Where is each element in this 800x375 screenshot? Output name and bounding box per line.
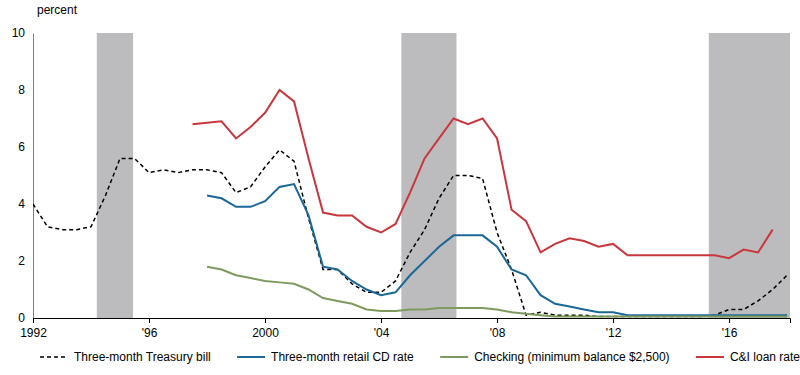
x-tick-label: '12 bbox=[606, 326, 622, 340]
y-tick-label: 2 bbox=[18, 254, 25, 268]
x-tick-mark bbox=[497, 318, 498, 323]
x-tick-mark bbox=[149, 318, 150, 323]
x-axis: 1992 '96 2000 '04 '08 '12 '16 bbox=[20, 318, 790, 340]
x-tick: '12 bbox=[606, 318, 622, 340]
chart: 0 2 4 6 8 10 1992 '96 2000 '04 '08 '12 '16 percent Thr… bbox=[0, 0, 800, 375]
plot-area bbox=[33, 33, 790, 318]
legend-swatch bbox=[237, 356, 265, 358]
x-tick: '08 bbox=[490, 318, 506, 340]
shaded-period bbox=[709, 33, 790, 318]
x-tick-label: '04 bbox=[374, 326, 390, 340]
shaded-period bbox=[97, 33, 133, 318]
x-tick: '96 bbox=[142, 318, 158, 340]
legend-label: Three-month Treasury bill bbox=[74, 350, 211, 364]
legend-label: Three-month retail CD rate bbox=[271, 350, 414, 364]
legend-swatch bbox=[40, 356, 68, 358]
x-tick-mark bbox=[381, 318, 382, 323]
x-tick-mark bbox=[613, 318, 614, 323]
x-tick: 1992 bbox=[20, 318, 47, 340]
y-tick-label: 8 bbox=[18, 83, 25, 97]
legend-swatch bbox=[696, 356, 724, 358]
series-line bbox=[33, 150, 787, 317]
x-tick-label: '96 bbox=[142, 326, 158, 340]
legend-item: Three-month retail CD rate bbox=[237, 350, 414, 364]
x-tick-label: '16 bbox=[722, 326, 738, 340]
y-tick-label: 4 bbox=[18, 197, 25, 211]
legend-item: Checking (minimum balance $2,500) bbox=[440, 350, 669, 364]
y-axis: 0 2 4 6 8 10 bbox=[12, 26, 34, 325]
legend-label: C&I loan rate bbox=[730, 350, 800, 364]
series-line bbox=[193, 90, 773, 258]
y-tick: 10 bbox=[12, 26, 33, 40]
y-tick: 6 bbox=[18, 140, 33, 154]
y-tick-label: 0 bbox=[18, 311, 25, 325]
y-tick-label: 6 bbox=[18, 140, 25, 154]
y-axis-line bbox=[33, 34, 34, 319]
x-axis-line bbox=[34, 319, 791, 324]
legend: Three-month Treasury bill Three-month ret… bbox=[40, 350, 800, 364]
x-tick-mark bbox=[265, 318, 266, 323]
x-tick: '16 bbox=[722, 318, 738, 340]
x-tick: '04 bbox=[374, 318, 390, 340]
y-tick: 8 bbox=[18, 83, 33, 97]
series-line bbox=[207, 184, 787, 315]
legend-item: C&I loan rate bbox=[696, 350, 800, 364]
y-axis-title: percent bbox=[37, 3, 78, 17]
legend-label: Checking (minimum balance $2,500) bbox=[474, 350, 669, 364]
x-tick-label: 2000 bbox=[252, 326, 279, 340]
x-tick-mark bbox=[729, 318, 730, 323]
y-tick: 4 bbox=[18, 197, 33, 211]
x-tick-mark bbox=[33, 318, 34, 323]
y-tick: 0 bbox=[18, 311, 33, 325]
y-tick-label: 10 bbox=[12, 26, 26, 40]
x-tick: 2000 bbox=[252, 318, 279, 340]
x-tick-label: 1992 bbox=[20, 326, 47, 340]
series-line bbox=[207, 267, 787, 317]
y-tick: 2 bbox=[18, 254, 33, 268]
legend-item: Three-month Treasury bill bbox=[40, 350, 211, 364]
legend-swatch bbox=[440, 356, 468, 358]
x-tick-label: '08 bbox=[490, 326, 506, 340]
